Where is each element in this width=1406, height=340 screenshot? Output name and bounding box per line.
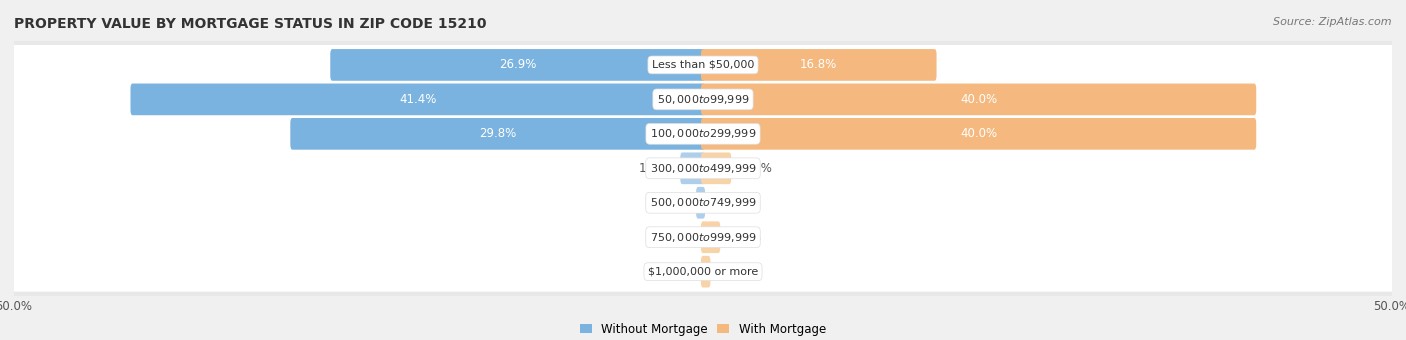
FancyBboxPatch shape bbox=[7, 183, 1399, 223]
Text: Less than $50,000: Less than $50,000 bbox=[652, 60, 754, 70]
Text: $300,000 to $499,999: $300,000 to $499,999 bbox=[650, 162, 756, 175]
FancyBboxPatch shape bbox=[702, 221, 720, 253]
Text: Source: ZipAtlas.com: Source: ZipAtlas.com bbox=[1274, 17, 1392, 27]
Text: 41.4%: 41.4% bbox=[399, 93, 436, 106]
Text: 0.35%: 0.35% bbox=[647, 196, 685, 209]
Text: 40.0%: 40.0% bbox=[960, 93, 997, 106]
FancyBboxPatch shape bbox=[3, 143, 1403, 193]
Text: $500,000 to $749,999: $500,000 to $749,999 bbox=[650, 196, 756, 209]
Text: 0.0%: 0.0% bbox=[659, 231, 689, 244]
FancyBboxPatch shape bbox=[7, 252, 1399, 292]
FancyBboxPatch shape bbox=[290, 118, 704, 150]
Text: $750,000 to $999,999: $750,000 to $999,999 bbox=[650, 231, 756, 244]
Text: 0.0%: 0.0% bbox=[659, 265, 689, 278]
Text: 40.0%: 40.0% bbox=[960, 128, 997, 140]
FancyBboxPatch shape bbox=[702, 256, 710, 288]
Text: 29.8%: 29.8% bbox=[479, 128, 516, 140]
FancyBboxPatch shape bbox=[7, 80, 1399, 119]
Text: 1.9%: 1.9% bbox=[742, 162, 773, 175]
Text: 0.39%: 0.39% bbox=[723, 265, 759, 278]
FancyBboxPatch shape bbox=[681, 152, 704, 184]
FancyBboxPatch shape bbox=[702, 152, 731, 184]
FancyBboxPatch shape bbox=[3, 178, 1403, 227]
FancyBboxPatch shape bbox=[696, 187, 704, 219]
FancyBboxPatch shape bbox=[131, 84, 704, 115]
FancyBboxPatch shape bbox=[3, 212, 1403, 262]
FancyBboxPatch shape bbox=[7, 114, 1399, 154]
Text: 26.9%: 26.9% bbox=[499, 58, 536, 71]
FancyBboxPatch shape bbox=[3, 109, 1403, 159]
Legend: Without Mortgage, With Mortgage: Without Mortgage, With Mortgage bbox=[581, 323, 825, 336]
FancyBboxPatch shape bbox=[3, 40, 1403, 90]
Text: PROPERTY VALUE BY MORTGAGE STATUS IN ZIP CODE 15210: PROPERTY VALUE BY MORTGAGE STATUS IN ZIP… bbox=[14, 17, 486, 31]
Text: $1,000,000 or more: $1,000,000 or more bbox=[648, 267, 758, 277]
Text: 16.8%: 16.8% bbox=[800, 58, 838, 71]
FancyBboxPatch shape bbox=[702, 118, 1256, 150]
FancyBboxPatch shape bbox=[7, 45, 1399, 85]
FancyBboxPatch shape bbox=[702, 49, 936, 81]
Text: 1.5%: 1.5% bbox=[638, 162, 669, 175]
FancyBboxPatch shape bbox=[3, 247, 1403, 296]
FancyBboxPatch shape bbox=[7, 217, 1399, 257]
Text: $100,000 to $299,999: $100,000 to $299,999 bbox=[650, 128, 756, 140]
FancyBboxPatch shape bbox=[702, 84, 1256, 115]
Text: $50,000 to $99,999: $50,000 to $99,999 bbox=[657, 93, 749, 106]
Text: 0.0%: 0.0% bbox=[717, 196, 747, 209]
FancyBboxPatch shape bbox=[3, 74, 1403, 124]
Text: 1.1%: 1.1% bbox=[733, 231, 762, 244]
FancyBboxPatch shape bbox=[7, 148, 1399, 188]
FancyBboxPatch shape bbox=[330, 49, 704, 81]
